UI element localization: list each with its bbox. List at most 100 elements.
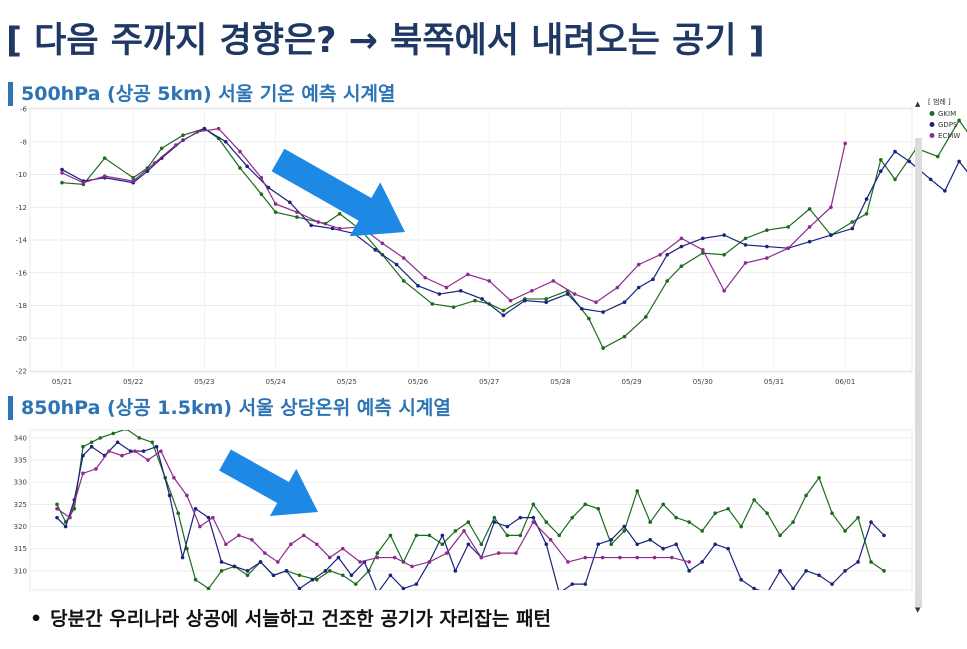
data-point (245, 164, 249, 169)
data-point (258, 560, 263, 564)
data-point (551, 279, 556, 283)
data-point (223, 139, 228, 144)
data-point (636, 262, 641, 267)
data-point (601, 346, 605, 350)
data-point (518, 533, 523, 538)
data-point (216, 126, 221, 131)
data-point (315, 577, 319, 582)
data-point (531, 520, 536, 524)
data-point (295, 210, 299, 214)
data-point (523, 298, 527, 303)
data-point (174, 143, 178, 147)
data-point (444, 285, 449, 290)
data-point (652, 555, 657, 560)
data-point (451, 305, 456, 309)
data-point (295, 215, 299, 219)
data-point (159, 449, 163, 453)
footnote-text: 당분간 우리나라 상공에 서늘하고 건조한 공기가 자리잡는 패턴 (50, 608, 551, 630)
data-point (935, 154, 940, 159)
data-point (180, 555, 185, 560)
data-point (661, 546, 665, 551)
data-point (864, 212, 869, 216)
y-tick-label: -16 (16, 269, 28, 277)
data-point (176, 511, 181, 516)
page-title: [ 다음 주까지 경향은? → 북쪽에서 내려오는 공기 ] (6, 21, 765, 61)
data-point (665, 279, 669, 283)
data-point (111, 431, 116, 436)
data-point (453, 529, 458, 533)
y-tick-label: -14 (16, 237, 28, 245)
data-point (466, 542, 471, 547)
data-point (81, 444, 85, 449)
data-point (245, 573, 250, 578)
data-point (739, 524, 743, 529)
data-point (531, 515, 536, 520)
y-tick-label: 315 (14, 545, 27, 553)
data-point (765, 228, 769, 232)
data-point (830, 511, 834, 516)
scroll-down-icon: ▼ (915, 606, 921, 614)
data-point (131, 179, 135, 183)
data-point (462, 529, 466, 533)
data-point (479, 542, 484, 547)
data-point (722, 252, 726, 257)
data-point (416, 284, 420, 288)
data-point (869, 520, 873, 524)
x-tick-label: 05/29 (622, 378, 642, 386)
data-point (193, 506, 198, 511)
data-point (102, 174, 107, 178)
chart-1: -6 -8 -10 -12 -14 -16 -18 -20 -22 05/21 05/22 05/23… (16, 106, 967, 386)
data-point (817, 475, 821, 480)
x-tick-label: 05/25 (337, 378, 357, 386)
data-point (596, 542, 601, 547)
data-point (765, 511, 769, 516)
data-point (487, 279, 492, 283)
data-point (198, 524, 202, 529)
data-point (674, 542, 678, 547)
legend-item-ecmw: ECMW (938, 132, 960, 140)
data-point (791, 586, 795, 590)
data-point (133, 449, 137, 453)
data-point (570, 515, 575, 520)
data-point (159, 146, 164, 151)
data-point (68, 515, 72, 520)
data-point (185, 546, 189, 551)
data-point (530, 288, 534, 293)
data-point (466, 272, 470, 277)
data-point (388, 573, 393, 578)
y-tick-label: -18 (16, 302, 27, 310)
data-point (651, 277, 655, 282)
bullet: • (30, 608, 43, 630)
data-point (807, 225, 812, 229)
data-point (804, 493, 808, 498)
data-point (358, 560, 362, 564)
data-point (444, 551, 449, 555)
data-point (124, 430, 128, 431)
data-point (394, 262, 399, 267)
data-point (458, 288, 463, 293)
data-point (600, 555, 605, 560)
data-point (206, 515, 211, 520)
data-point (765, 244, 769, 249)
data-point (907, 159, 912, 164)
scrollbar[interactable] (915, 138, 922, 608)
series-ecmw (60, 126, 847, 305)
data-point (219, 569, 224, 573)
data-point (206, 586, 211, 590)
data-point (644, 315, 648, 319)
y-tick-label: -20 (16, 335, 27, 343)
data-point (928, 177, 933, 182)
data-point (701, 236, 705, 241)
data-point (453, 569, 458, 573)
y-tick-label: -6 (20, 106, 28, 114)
data-point (505, 533, 510, 538)
data-point (237, 533, 241, 538)
data-point (882, 533, 886, 538)
data-point (401, 256, 406, 260)
y-tick-label: -8 (20, 138, 27, 146)
data-point (427, 533, 432, 538)
y-tick-label: 330 (14, 479, 27, 487)
data-point (879, 169, 883, 174)
data-point (340, 573, 345, 578)
data-point (830, 582, 834, 586)
